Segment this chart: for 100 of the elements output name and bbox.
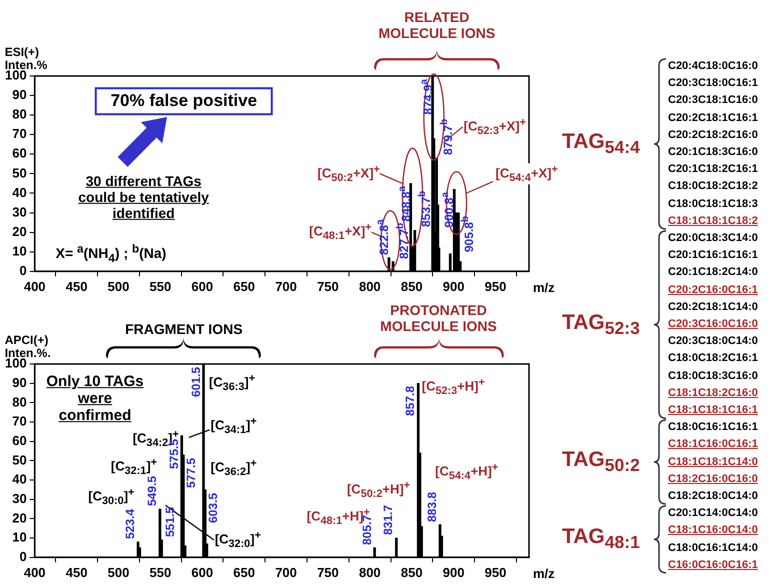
category-label: C20:1C18:2C14:0: [668, 265, 758, 280]
annotation: 603.5: [206, 492, 220, 523]
y-tick-label: 60: [12, 432, 27, 448]
category-label: C18:0C18:1C18:3: [668, 196, 758, 212]
x-tick-label: 800: [358, 564, 381, 580]
category-label: C18:1C16:0C14:0: [668, 523, 758, 538]
y-tick-label: 0: [19, 548, 27, 564]
annotation: Only 10 TAGs were confirmed: [45, 372, 145, 425]
y-tick-label: 0: [19, 262, 27, 278]
annotation: [C$_{36:3}$]$^{+}$: [208, 372, 256, 394]
annotation: X= $^{a}$(NH$_{4}$) ; $^{b}$(Na): [56, 242, 166, 266]
category-label: C20:2C18:2C16:0: [668, 128, 758, 143]
category-label: C18:0C16:1C14:0: [668, 540, 758, 556]
text: TAG$_{50:2}$: [562, 448, 641, 476]
x-tick-label: 400: [24, 278, 46, 294]
category-label: C18:1C18:2C16:0: [668, 386, 758, 401]
x-tick-label: 550: [150, 564, 172, 580]
y-tick-label: 60: [12, 146, 27, 161]
x-tick-label: 550: [150, 278, 172, 294]
x-tick-label: 950: [484, 564, 506, 580]
y-tick-label: 20: [12, 224, 27, 239]
y-tick-label: 90: [12, 87, 27, 102]
annotation: [C$_{32:1}$]$^{+}$: [110, 456, 157, 477]
category-label: C20:1C18:2C16:1: [668, 162, 758, 178]
text: TAG$_{52:3}$: [562, 310, 641, 339]
y-tick-label: 40: [12, 184, 27, 200]
annotation: 831.7: [381, 505, 396, 536]
category-label: C20:2C16:0C16:1: [668, 282, 758, 298]
y-tick-label: 40: [12, 472, 27, 487]
category-label: C20:3C16:0C16:0: [668, 317, 758, 332]
text: TAG$_{48:1}$: [562, 525, 641, 554]
y-tick-label: 30: [12, 490, 27, 506]
x-tick-label: 500: [108, 564, 130, 580]
category-label: C20:3C18:0C16:1: [668, 76, 758, 92]
category-label: C18:1C18:1C16:1: [668, 402, 758, 418]
category-label: C20:2C18:1C14:0: [668, 300, 758, 315]
category-label: C18:1C18:1C14:0: [668, 454, 758, 470]
x-tick-label: 600: [191, 278, 214, 294]
annotation: [C$_{52:3}$+H]$^{+}$: [422, 376, 485, 398]
y-tick-label: 20: [12, 510, 27, 526]
annotation: [C$_{50:2}$+H]$^{+}$: [346, 479, 410, 500]
y-tick-label: 90: [12, 374, 27, 390]
category-label: C20:3C18:0C14:0: [668, 334, 758, 350]
x-tick-label: 900: [442, 564, 464, 580]
category-label: C18:1C16:0C16:1: [668, 437, 758, 452]
annotation: 549.5: [144, 476, 159, 506]
x-axis-title: m/z: [533, 566, 555, 581]
category-label: C18:0C18:2C16:1: [668, 351, 758, 366]
y-tick-label: 70: [12, 414, 27, 429]
annotation: [C$_{54:4}$+X]$^{+}$: [495, 163, 558, 184]
text: RELATED MOLECULE IONS: [377, 9, 496, 42]
y-tick-label: 80: [12, 394, 27, 410]
y-tick-label: 30: [12, 204, 27, 220]
x-axis-title: m/z: [533, 280, 555, 295]
category-label: C20:2C18:1C16:1: [668, 110, 758, 126]
y-tick-label: 80: [12, 106, 27, 122]
x-tick-label: 400: [24, 564, 46, 580]
y-tick-label: 10: [12, 530, 27, 545]
y-tick-label: 70: [12, 126, 27, 142]
category-label: C18:0C16:1C16:1: [668, 420, 758, 436]
annotation: 30 different TAGs could be tentatively identified: [77, 173, 210, 222]
annotation: [C$_{50:2}$+X]$^{+}$: [318, 163, 380, 184]
y-tick-label: 50: [12, 452, 27, 468]
annotation: 70% false positive: [94, 88, 274, 116]
category-label: C18:1C18:1C18:2: [668, 214, 758, 229]
x-tick-label: 950: [484, 278, 506, 294]
annotation: [C$_{36:2}$]$^{+}$: [210, 458, 257, 480]
x-tick-label: 600: [191, 564, 214, 580]
annotation: 883.8: [425, 491, 440, 522]
annotation: [C$_{52:3}$+X]$^{+}$: [464, 116, 526, 138]
category-label: C16:0C16:0C16:1: [668, 558, 758, 573]
x-tick-label: 850: [400, 564, 423, 580]
x-tick-label: 800: [358, 278, 381, 294]
category-label: C20:4C18:0C16:0: [668, 59, 758, 74]
annotation: [C$_{30:0}$]$^{+}$: [88, 486, 134, 508]
category-label: C18:2C18:0C14:0: [668, 488, 758, 504]
annotation: [C$_{34:1}$]$^{+}$: [210, 415, 257, 437]
text: PROTONATED MOLECULE IONS: [379, 301, 498, 334]
x-tick-label: 500: [108, 278, 130, 294]
x-tick-label: 450: [66, 564, 88, 580]
category-label: C20:1C14:0C14:0: [668, 506, 758, 522]
annotation: [C$_{32:0}$]$^{+}$: [214, 529, 261, 551]
x-tick-label: 750: [317, 278, 339, 294]
x-tick-label: 650: [233, 564, 255, 580]
annotation: 523.4: [123, 508, 138, 539]
category-label: C20:1C16:1C16:1: [668, 248, 758, 264]
text: TAG$_{54:4}$: [562, 130, 641, 158]
x-tick-label: 850: [400, 278, 423, 294]
category-label: C20:0C18:3C14:0: [668, 231, 758, 246]
x-tick-label: 900: [442, 278, 464, 294]
annotation: [C$_{54:4}$+H]$^{+}$: [435, 462, 498, 483]
y-tick-label: 10: [12, 243, 27, 258]
category-label: C20:3C18:1C16:0: [668, 93, 758, 108]
category-label: C18:0C18:3C16:0: [668, 368, 758, 384]
x-tick-label: 700: [275, 564, 297, 580]
annotation: 857.8: [403, 386, 418, 416]
x-tick-label: 650: [233, 278, 255, 294]
x-tick-label: 700: [275, 278, 297, 294]
category-label: C18:0C18:2C18:2: [668, 179, 758, 194]
annotation: 601.5: [188, 367, 202, 398]
